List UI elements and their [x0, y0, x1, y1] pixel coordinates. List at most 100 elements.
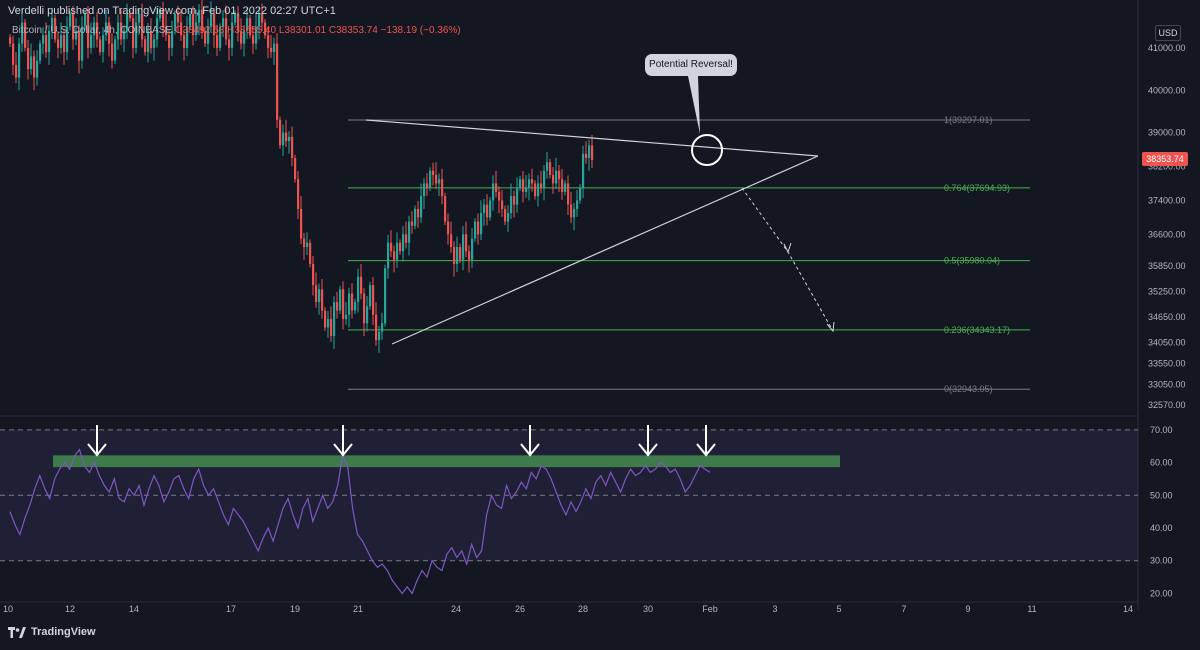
candle-body — [519, 179, 522, 188]
callout-pointer — [688, 76, 700, 134]
fib-level-label-4: 0(32943.05) — [944, 384, 993, 394]
candle-body — [393, 251, 396, 260]
candle-body — [585, 153, 588, 159]
candle-body — [105, 22, 108, 36]
time-axis-tick-15: 11 — [1027, 604, 1036, 614]
candle-body — [138, 14, 141, 23]
candle-body — [435, 174, 438, 184]
candle-body — [441, 179, 444, 197]
candle-body — [120, 22, 123, 40]
candle-body — [117, 22, 120, 40]
time-axis-tick-4: 19 — [290, 604, 300, 614]
time-axis-tick-12: 5 — [836, 604, 841, 614]
candle-body — [465, 234, 468, 252]
time-axis-tick-8: 28 — [578, 604, 588, 614]
candle-body — [375, 314, 378, 341]
candle-body — [126, 14, 129, 31]
candle-body — [477, 221, 480, 235]
candle-body — [249, 18, 252, 36]
candle-body — [312, 263, 315, 286]
candle-body — [450, 234, 453, 248]
candle-body — [108, 22, 111, 44]
candle-body — [189, 14, 192, 27]
price-axis-tick-12: 32570.00 — [1148, 400, 1186, 410]
candle-body — [324, 310, 327, 328]
candle-body — [132, 18, 135, 48]
candle-body — [540, 183, 543, 188]
price-axis-tick-6: 35850.00 — [1148, 261, 1186, 271]
candle-body — [576, 200, 579, 209]
candle-body — [81, 26, 84, 61]
candle-body — [414, 208, 417, 226]
price-axis-tick-0: 41000.00 — [1148, 43, 1186, 53]
time-axis-tick-7: 26 — [515, 604, 525, 614]
candle-body — [498, 191, 501, 201]
candle-body — [363, 293, 366, 324]
price-axis-tick-11: 33050.00 — [1148, 380, 1186, 390]
candle-body — [198, 9, 201, 23]
candle-body — [171, 30, 174, 48]
candle-body — [405, 234, 408, 243]
candle-body — [39, 43, 42, 61]
candle-body — [36, 60, 39, 78]
symbol-name: Bitcoin / U.S. Dollar, 4h, COINBASE — [12, 25, 173, 36]
candle-body — [165, 26, 168, 36]
candle-body — [417, 208, 420, 218]
candle-body — [252, 35, 255, 44]
candle-body — [468, 251, 471, 260]
candle-body — [150, 30, 153, 48]
rsi-axis-tick-3: 40.00 — [1150, 523, 1173, 533]
candle-body — [87, 14, 90, 48]
candle-body — [288, 136, 291, 142]
candle-body — [168, 35, 171, 48]
candle-body — [471, 238, 474, 260]
candle-body — [183, 35, 186, 48]
rsi-axis-tick-1: 60.00 — [1150, 458, 1173, 468]
candle-body — [156, 18, 159, 40]
candle-body — [495, 183, 498, 192]
candle-body — [501, 200, 504, 209]
time-axis-tick-11: 3 — [772, 604, 777, 614]
candle-body — [60, 35, 63, 48]
candle-body — [513, 196, 516, 205]
candle-body — [342, 289, 345, 320]
candle-body — [444, 196, 447, 222]
candle-body — [12, 43, 15, 65]
candle-body — [372, 285, 375, 315]
candle-body — [420, 196, 423, 218]
price-axis-tick-8: 34650.00 — [1148, 312, 1186, 322]
currency-button[interactable]: USD — [1155, 25, 1181, 41]
rsi-axis-tick-5: 20.00 — [1150, 588, 1173, 598]
candle-body — [507, 213, 510, 222]
candle-body — [525, 187, 528, 192]
time-axis-tick-3: 17 — [226, 604, 236, 614]
candle-body — [390, 242, 393, 252]
rsi-peak-arrow-head-2 — [520, 443, 540, 457]
candle-body — [63, 35, 66, 53]
candle-body — [129, 14, 132, 19]
candle-body — [321, 289, 324, 311]
time-axis-tick-5: 21 — [353, 604, 363, 614]
candle-body — [402, 234, 405, 252]
time-axis-tick-2: 14 — [129, 604, 139, 614]
candle-body — [174, 14, 177, 31]
candle-body — [294, 158, 297, 180]
candle-body — [552, 174, 555, 184]
candle-body — [567, 183, 570, 205]
candle-body — [141, 14, 144, 40]
candle-body — [33, 56, 36, 78]
candle-body — [351, 293, 354, 311]
rsi-axis-tick-4: 30.00 — [1150, 556, 1173, 566]
tradingview-logo[interactable]: TradingView — [8, 626, 96, 638]
candle-body — [456, 247, 459, 264]
ohlc-values: O38492.53 H38655.40 L38301.01 C38353.74 … — [174, 25, 461, 36]
candle-body — [213, 14, 216, 36]
candle-body — [177, 14, 180, 23]
fib-level-label-3: 0.236(34343.17) — [944, 325, 1010, 335]
candle-body — [255, 26, 258, 44]
candle-body — [462, 234, 465, 260]
candle-body — [207, 26, 210, 44]
candle-body — [579, 187, 582, 201]
